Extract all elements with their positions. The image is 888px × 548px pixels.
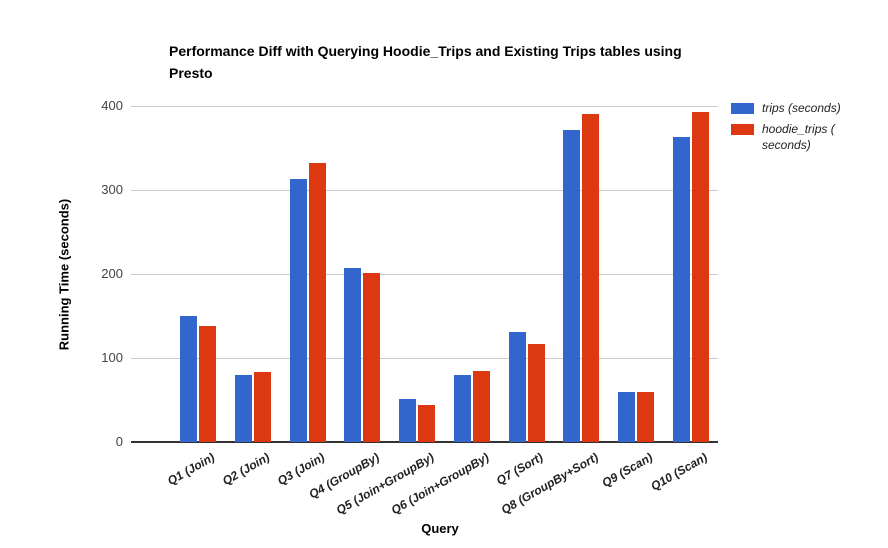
legend: trips (seconds) hoodie_trips ( seconds) xyxy=(731,100,881,158)
bar-hoodie-trips-q10[interactable] xyxy=(692,111,710,442)
x-tick-label-q8: Q8 (GroupBy+Sort) xyxy=(498,450,601,517)
y-tick-label-100: 100 xyxy=(101,350,123,365)
x-tick-label-q2: Q2 (Join) xyxy=(219,450,272,489)
x-axis-line xyxy=(131,441,718,443)
bar-hoodie-trips-q9[interactable] xyxy=(637,392,655,442)
gridline-300 xyxy=(131,190,718,191)
bar-trips-q9[interactable] xyxy=(618,391,636,442)
bar-hoodie-trips-q2[interactable] xyxy=(253,372,271,442)
bar-hoodie-trips-q8[interactable] xyxy=(582,114,600,442)
bar-trips-q10[interactable] xyxy=(673,137,691,442)
bar-trips-q4[interactable] xyxy=(344,268,362,442)
bar-hoodie-trips-q5[interactable] xyxy=(418,405,436,442)
gridline-200 xyxy=(131,274,718,275)
x-tick-label-q10: Q10 (Scan) xyxy=(648,450,711,494)
x-tick-label-q6: Q6 (Join+GroupBy) xyxy=(388,450,491,518)
gridline-100 xyxy=(131,358,718,359)
y-tick-label-0: 0 xyxy=(115,434,123,449)
chart-title: Performance Diff with Querying Hoodie_Tr… xyxy=(169,43,682,81)
bar-trips-q5[interactable] xyxy=(399,399,417,442)
legend-swatch-icon xyxy=(731,124,754,135)
x-tick-label-q9: Q9 (Scan) xyxy=(599,450,656,491)
bar-trips-q8[interactable] xyxy=(563,130,581,442)
x-tick-label-q1: Q1 (Join) xyxy=(164,450,217,489)
bar-trips-q1[interactable] xyxy=(180,316,197,442)
gridline-400 xyxy=(131,106,718,107)
bar-trips-q7[interactable] xyxy=(508,331,526,442)
plot-area xyxy=(131,106,718,443)
legend-item-hoodie-trips: hoodie_trips ( seconds) xyxy=(731,121,881,153)
x-axis-title: Query xyxy=(421,521,459,536)
bar-hoodie-trips-q3[interactable] xyxy=(308,163,326,442)
y-tick-label-300: 300 xyxy=(101,182,123,197)
bar-trips-q6[interactable] xyxy=(453,374,471,442)
legend-item-trips: trips (seconds) xyxy=(731,100,881,116)
legend-label: hoodie_trips ( seconds) xyxy=(762,122,835,152)
bar-hoodie-trips-q4[interactable] xyxy=(363,273,381,442)
bar-trips-q2[interactable] xyxy=(234,374,252,442)
legend-swatch-icon xyxy=(731,103,754,114)
x-tick-label-q5: Q5 (Join+GroupBy) xyxy=(333,450,437,518)
legend-label: trips (seconds) xyxy=(762,101,841,115)
bar-hoodie-trips-q6[interactable] xyxy=(472,370,490,442)
bar-hoodie-trips-q1[interactable] xyxy=(199,326,216,442)
bar-trips-q3[interactable] xyxy=(289,179,307,442)
y-tick-label-400: 400 xyxy=(101,98,123,113)
y-tick-label-200: 200 xyxy=(101,266,123,281)
bar-hoodie-trips-q7[interactable] xyxy=(527,343,545,442)
